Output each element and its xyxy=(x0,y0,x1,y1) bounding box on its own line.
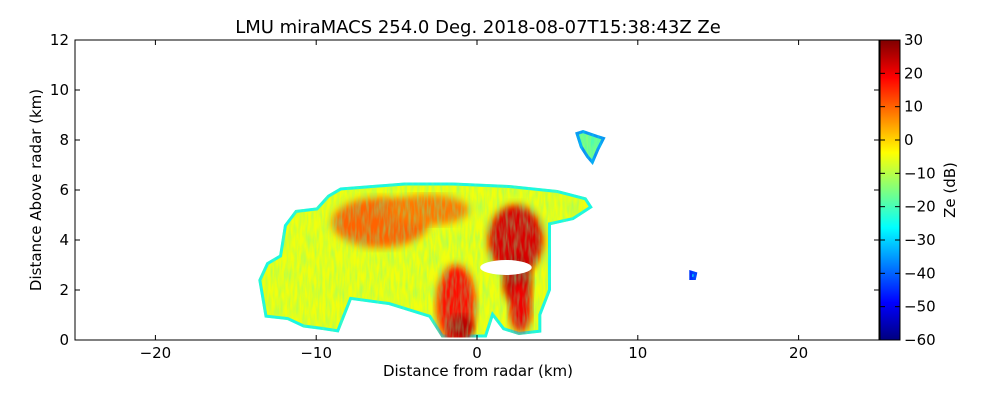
x-tick-label: −20 xyxy=(140,344,172,362)
colorbar-tick-label: 20 xyxy=(904,64,923,82)
chart-title: LMU miraMACS 254.0 Deg. 2018-08-07T15:38… xyxy=(235,17,721,38)
y-tick-label: 4 xyxy=(59,231,69,249)
echo-texture xyxy=(689,270,698,280)
y-tick-label: 6 xyxy=(59,181,69,199)
y-axis: 0 2 4 6 8 10 12 xyxy=(50,31,879,349)
colorbar-tick-label: 30 xyxy=(904,31,923,49)
colorbar-tick-label: −10 xyxy=(904,164,936,182)
y-tick-label: 12 xyxy=(50,31,69,49)
y-axis-label: Distance Above radar (km) xyxy=(27,89,45,291)
y-tick-label: 2 xyxy=(59,281,69,299)
echo-layer xyxy=(258,130,698,338)
colorbar-tick-label: −40 xyxy=(904,264,936,282)
y-tick-label: 0 xyxy=(59,331,69,349)
colorbar-tick-label: 0 xyxy=(904,131,914,149)
colorbar-gradient xyxy=(879,39,901,341)
plot-area xyxy=(258,130,698,338)
colorbar-tick-label: −60 xyxy=(904,331,936,349)
x-tick-label: 20 xyxy=(789,344,808,362)
colorbar-tick-label: −30 xyxy=(904,231,936,249)
colorbar: −60 −50 −40 −30 −20 −10 0 10 20 30 Ze (dB) xyxy=(879,31,959,349)
x-axis-label: Distance from radar (km) xyxy=(383,362,573,380)
x-tick-label: 10 xyxy=(628,344,647,362)
echo-region xyxy=(258,182,593,338)
x-tick-label: −10 xyxy=(300,344,332,362)
colorbar-ticks: −60 −50 −40 −30 −20 −10 0 10 20 30 xyxy=(880,31,936,349)
echo-texture xyxy=(258,182,593,338)
x-tick-label: 0 xyxy=(472,344,482,362)
y-tick-label: 10 xyxy=(50,81,69,99)
colorbar-tick-label: −20 xyxy=(904,198,936,216)
colorbar-tick-label: 10 xyxy=(904,98,923,116)
no-data-gap xyxy=(480,260,532,275)
colorbar-label: Ze (dB) xyxy=(941,162,959,218)
colorbar-tick-label: −50 xyxy=(904,298,936,316)
x-axis: −20 −10 0 10 20 xyxy=(140,40,808,362)
y-tick-label: 8 xyxy=(59,131,69,149)
